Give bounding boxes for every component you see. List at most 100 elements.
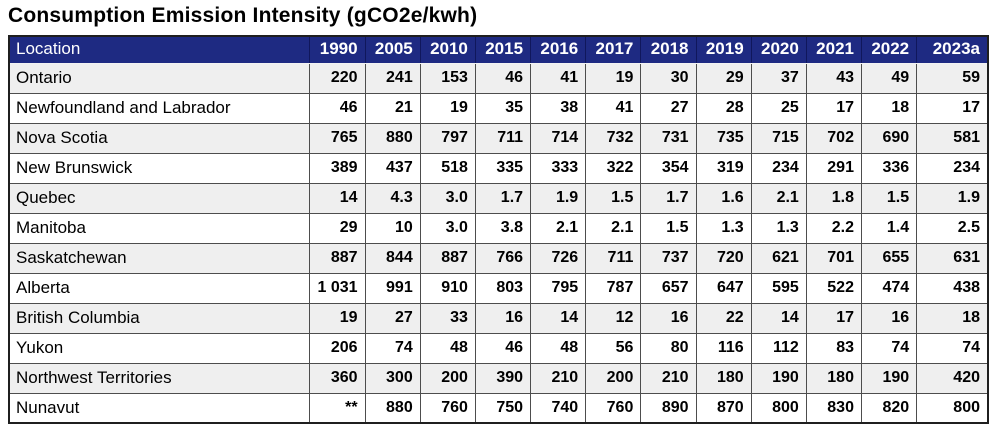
value-cell: 116 — [695, 332, 752, 364]
value-cell: 711 — [474, 122, 532, 154]
value-cell: 333 — [530, 152, 587, 184]
value-cell: 206 — [309, 332, 366, 364]
column-header-2021: 2021 — [805, 35, 862, 64]
value-cell: 522 — [805, 272, 862, 304]
value-cell: 737 — [640, 242, 697, 274]
value-cell: 910 — [419, 272, 476, 304]
value-cell: 59 — [916, 62, 989, 94]
value-cell: 1.4 — [860, 212, 918, 244]
value-cell: 234 — [916, 152, 989, 184]
value-cell: 657 — [640, 272, 697, 304]
table-header: Location 1990 2005 2010 2015 2016 2017 2018 2019… — [8, 35, 989, 64]
value-cell: 16 — [474, 302, 532, 334]
value-cell: 991 — [364, 272, 421, 304]
value-cell: 1.5 — [640, 212, 697, 244]
column-header-2015: 2015 — [474, 35, 532, 64]
value-cell: 701 — [805, 242, 862, 274]
value-cell: 48 — [419, 332, 476, 364]
table-row: Yukon 206 74 48 46 48 56 80 116 112 83 74 74 — [8, 332, 989, 364]
value-cell: 595 — [750, 272, 807, 304]
value-cell: 2.2 — [805, 212, 862, 244]
value-cell: 631 — [916, 242, 989, 274]
value-cell: 319 — [695, 152, 752, 184]
value-cell: 803 — [474, 272, 532, 304]
value-cell: 200 — [585, 362, 642, 394]
value-cell: 1.7 — [474, 182, 532, 214]
value-cell: 49 — [860, 62, 918, 94]
value-cell: 787 — [585, 272, 642, 304]
value-cell: 322 — [585, 152, 642, 184]
value-cell: 17 — [805, 302, 862, 334]
value-cell: 74 — [916, 332, 989, 364]
location-cell: British Columbia — [8, 302, 311, 334]
value-cell: 735 — [695, 122, 752, 154]
value-cell: 335 — [474, 152, 532, 184]
table-row: Manitoba 29 10 3.0 3.8 2.1 2.1 1.5 1.3 1.3 2.2 1.4 2… — [8, 212, 989, 244]
location-cell: Nunavut — [8, 392, 311, 424]
column-header-2022: 2022 — [860, 35, 918, 64]
value-cell: 797 — [419, 122, 476, 154]
page-title: Consumption Emission Intensity (gCO2e/kw… — [8, 4, 478, 27]
location-cell: Yukon — [8, 332, 311, 364]
value-cell: 336 — [860, 152, 918, 184]
value-cell: 112 — [750, 332, 807, 364]
value-cell: 37 — [750, 62, 807, 94]
value-cell: 190 — [750, 362, 807, 394]
value-cell: 870 — [695, 392, 752, 424]
value-cell: 14 — [530, 302, 587, 334]
value-cell: 715 — [750, 122, 807, 154]
value-cell: 33 — [419, 302, 476, 334]
value-cell: 720 — [695, 242, 752, 274]
table-row: New Brunswick 389 437 518 335 333 322 354 319 234… — [8, 152, 989, 184]
value-cell: 41 — [585, 92, 642, 124]
location-cell: Saskatchewan — [8, 242, 311, 274]
value-cell: 474 — [860, 272, 918, 304]
value-cell: 2.1 — [750, 182, 807, 214]
value-cell: 19 — [309, 302, 366, 334]
value-cell: 760 — [419, 392, 476, 424]
value-cell: 3.8 — [474, 212, 532, 244]
value-cell: 35 — [474, 92, 532, 124]
value-cell: 830 — [805, 392, 862, 424]
value-cell: 437 — [364, 152, 421, 184]
table-row: Saskatchewan 887 844 887 766 726 711 737 720 621 7… — [8, 242, 989, 274]
value-cell: 300 — [364, 362, 421, 394]
value-cell: 765 — [309, 122, 366, 154]
location-cell: Quebec — [8, 182, 311, 214]
value-cell: 74 — [364, 332, 421, 364]
column-header-2018: 2018 — [640, 35, 697, 64]
value-cell: 354 — [640, 152, 697, 184]
value-cell: 4.3 — [364, 182, 421, 214]
value-cell: 389 — [309, 152, 366, 184]
value-cell: 43 — [805, 62, 862, 94]
value-cell: 16 — [640, 302, 697, 334]
value-cell: 190 — [860, 362, 918, 394]
location-cell: Alberta — [8, 272, 311, 304]
value-cell: 880 — [364, 392, 421, 424]
value-cell: 800 — [750, 392, 807, 424]
column-header-location: Location — [8, 35, 311, 64]
value-cell: 3.0 — [419, 212, 476, 244]
value-cell: 19 — [585, 62, 642, 94]
value-cell: 14 — [750, 302, 807, 334]
value-cell: 241 — [364, 62, 421, 94]
value-cell: 750 — [474, 392, 532, 424]
value-cell: 38 — [530, 92, 587, 124]
value-cell: 234 — [750, 152, 807, 184]
value-cell: 2.5 — [916, 212, 989, 244]
value-cell: 518 — [419, 152, 476, 184]
value-cell: 1.7 — [640, 182, 697, 214]
table-row: British Columbia 19 27 33 16 14 12 16 22 14 17 16 18 — [8, 302, 989, 334]
value-cell: 12 — [585, 302, 642, 334]
value-cell: 180 — [695, 362, 752, 394]
value-cell: 2.1 — [530, 212, 587, 244]
value-cell: 83 — [805, 332, 862, 364]
value-cell: 17 — [805, 92, 862, 124]
value-cell: 820 — [860, 392, 918, 424]
value-cell: 890 — [640, 392, 697, 424]
value-cell: ** — [309, 392, 366, 424]
table-row: Nova Scotia 765 880 797 711 714 732 731 735 715 70… — [8, 122, 989, 154]
value-cell: 1.3 — [750, 212, 807, 244]
table-row: Northwest Territories 360 300 200 390 210 200 2… — [8, 362, 989, 394]
value-cell: 21 — [364, 92, 421, 124]
